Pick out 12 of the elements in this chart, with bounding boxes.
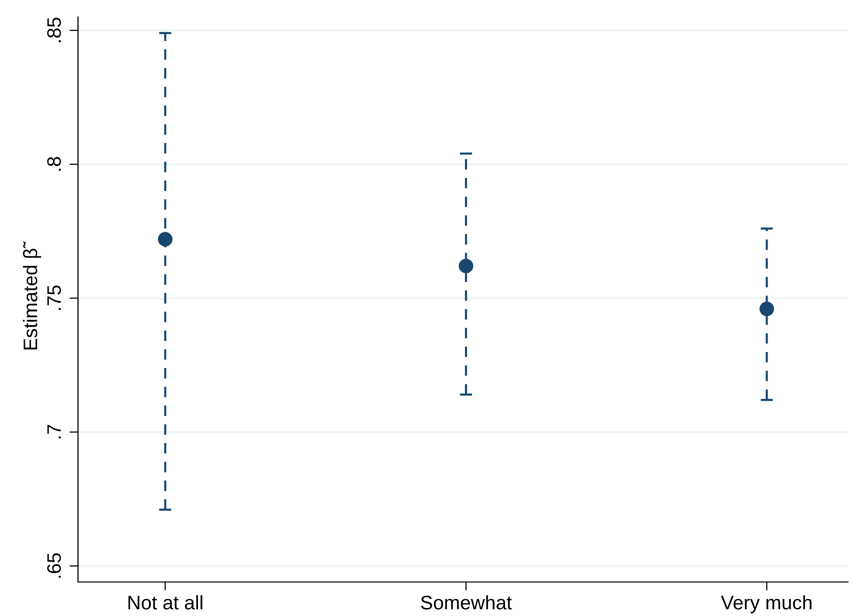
x-tick-label: Not at all xyxy=(128,595,202,610)
y-axis-title: Estimated β̃ xyxy=(23,241,42,350)
y-tick-label: .8 xyxy=(47,157,61,171)
y-tick-label: .75 xyxy=(47,285,61,310)
point xyxy=(760,302,774,316)
y-tick-label: .85 xyxy=(47,18,61,42)
x-tick-label: Very much xyxy=(720,595,812,614)
y-tick-label: .7 xyxy=(47,424,61,438)
y-tick-label: .65 xyxy=(47,553,61,578)
point xyxy=(458,258,474,274)
point xyxy=(158,232,173,247)
x-tick-label: Somewhat xyxy=(420,595,512,610)
